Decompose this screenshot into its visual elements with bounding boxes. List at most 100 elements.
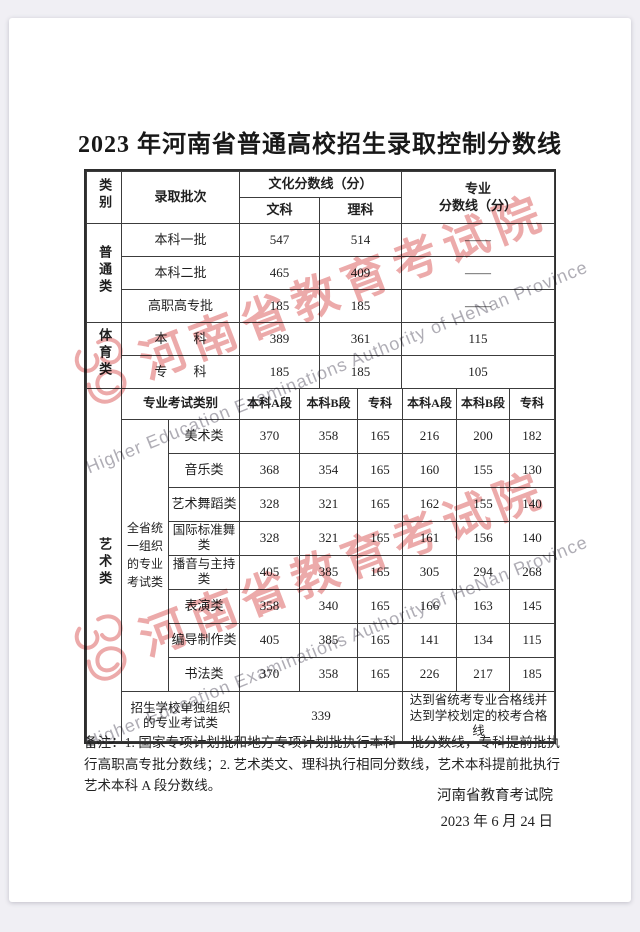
- score-cell: 370: [239, 418, 301, 454]
- header-ba-a-cell: 本科A段: [239, 389, 301, 420]
- score-cell: 216: [402, 418, 458, 454]
- art-group-label: 全省统 一组织 的专业 考试类: [121, 418, 169, 692]
- header-batch-cell: 录取批次: [121, 171, 240, 224]
- school-exam-major-note: 达到省统考专业合格线并 达到学校划定的校考合格线: [402, 691, 556, 742]
- score-cell: 134: [456, 623, 511, 658]
- art-type-label: 音乐类: [167, 452, 241, 488]
- header-culture-cell: 文化分数线（分）: [238, 171, 403, 198]
- batch-label: 专 科: [121, 355, 240, 389]
- score-cell: 161: [402, 520, 458, 556]
- header-ba-a-cell: 本科A段: [402, 389, 458, 420]
- issue-date: 2023 年 6 月 24 日: [440, 814, 553, 830]
- table-row: 普通类 本科一批 547 514 ——: [86, 223, 556, 323]
- score-cell: 514: [318, 223, 403, 257]
- score-cell: 141: [402, 623, 458, 658]
- document-page: 2023 年河南省普通高校招生录取控制分数线 类别 录取批次 文化分数线（分） …: [9, 18, 631, 902]
- score-cell: 115: [401, 322, 556, 356]
- table-row: 高职高专批 185 185 ——: [87, 289, 556, 323]
- score-cell: 226: [402, 657, 458, 692]
- table-row: 招生学校单独组织 的专业考试类 339 达到省统考专业合格线并 达到学校划定的校…: [87, 691, 556, 742]
- score-cell: 140: [509, 520, 556, 556]
- score-cell: 385: [299, 554, 359, 591]
- table-row: 表演类 358 340 165 166 163 145: [87, 589, 556, 624]
- school-exam-label: 招生学校单独组织 的专业考试类: [120, 691, 241, 742]
- score-cell: 105: [401, 355, 556, 389]
- art-type-label: 美术类: [167, 418, 241, 454]
- score-cell: 156: [456, 520, 511, 556]
- score-cell: 305: [402, 554, 458, 591]
- header-major-cell: 专业 分数线（分）: [401, 171, 556, 224]
- header-liberal-arts-cell: 文科: [239, 197, 320, 224]
- score-cell: 166: [402, 589, 458, 624]
- score-cell: 185: [509, 657, 556, 692]
- score-cell: 165: [357, 418, 404, 454]
- batch-label: 高职高专批: [121, 289, 240, 323]
- table-art: 艺术类 专业考试类别 本科A段 本科B段 专科 本科A段 本科B段 专科 全省统…: [86, 389, 556, 742]
- score-cell: 328: [239, 520, 301, 556]
- table-row: 艺术舞蹈类 328 321 165 162 155 140: [87, 486, 556, 522]
- header-ba-b-cell: 本科B段: [456, 389, 511, 420]
- score-cell: 321: [299, 520, 359, 556]
- table-row: 播音与主持类 405 385 165 305 294 268: [87, 554, 556, 591]
- score-cell: 155: [456, 452, 511, 488]
- score-cell: 130: [509, 452, 556, 488]
- score-cell: 547: [239, 223, 320, 257]
- header-exam-type-cell: 专业考试类别: [120, 389, 241, 420]
- score-cell: 354: [299, 452, 359, 488]
- score-cell: 389: [239, 322, 320, 356]
- header-ba-b-cell: 本科B段: [299, 389, 359, 420]
- score-cell: 358: [299, 418, 359, 454]
- score-cell: ——: [401, 223, 556, 257]
- table-row: 书法类 370 358 165 226 217 185: [87, 657, 556, 692]
- score-cell: 358: [299, 657, 359, 692]
- table-row: 艺术类 专业考试类别 本科A段 本科B段 专科 本科A段 本科B段 专科: [86, 389, 556, 742]
- score-table: 类别 录取批次 文化分数线（分） 专业 分数线（分） 文科 理科 普通类 本科一…: [84, 169, 556, 744]
- category-art-label: 艺术类: [97, 537, 113, 589]
- score-cell: 200: [456, 418, 511, 454]
- score-cell: 115: [509, 623, 556, 658]
- art-type-label: 书法类: [167, 657, 241, 692]
- art-type-label: 艺术舞蹈类: [167, 486, 241, 522]
- score-cell: 155: [456, 486, 511, 522]
- header-zhuanke-cell: 专科: [357, 389, 404, 420]
- batch-label: 本 科: [121, 322, 240, 356]
- category-sports-cell: 体育类: [86, 322, 122, 389]
- score-cell: 165: [357, 452, 404, 488]
- category-sports-label: 体育类: [97, 327, 113, 379]
- score-cell: 465: [239, 256, 320, 290]
- score-cell: 145: [509, 589, 556, 624]
- category-general-label: 普通类: [97, 245, 113, 297]
- header-category-cell: 类别: [86, 171, 122, 224]
- score-cell: 163: [456, 589, 511, 624]
- table-row: 音乐类 368 354 165 160 155 130: [87, 452, 556, 488]
- score-cell: 185: [318, 289, 403, 323]
- table-row: 体育类 本 科 389 361 115: [86, 322, 556, 389]
- score-cell: 409: [318, 256, 403, 290]
- score-cell: ——: [401, 289, 556, 323]
- score-cell: 182: [509, 418, 556, 454]
- score-cell: 340: [299, 589, 359, 624]
- score-cell: 405: [239, 623, 301, 658]
- score-cell: 140: [509, 486, 556, 522]
- table-row: 文科 理科: [87, 197, 555, 224]
- score-cell: 368: [239, 452, 301, 488]
- header-science-cell: 理科: [318, 197, 403, 224]
- score-cell: 294: [456, 554, 511, 591]
- category-art-cell: 艺术类: [86, 389, 122, 742]
- score-cell: ——: [401, 256, 556, 290]
- category-general-cell: 普通类: [86, 223, 122, 323]
- batch-label: 本科二批: [121, 256, 240, 290]
- score-cell: 185: [239, 355, 320, 389]
- table-general-sports: 类别 录取批次 文化分数线（分） 专业 分数线（分） 文科 理科 普通类 本科一…: [86, 171, 556, 389]
- score-cell: 185: [239, 289, 320, 323]
- score-cell: 165: [357, 486, 404, 522]
- document-title: 2023 年河南省普通高校招生录取控制分数线: [78, 132, 562, 158]
- art-type-label: 播音与主持类: [167, 554, 241, 591]
- score-cell: 328: [239, 486, 301, 522]
- header-category-label: 类别: [97, 178, 113, 213]
- score-cell: 165: [357, 520, 404, 556]
- score-cell: 268: [509, 554, 556, 591]
- art-type-label: 编导制作类: [167, 623, 241, 658]
- header-zhuanke-cell: 专科: [509, 389, 556, 420]
